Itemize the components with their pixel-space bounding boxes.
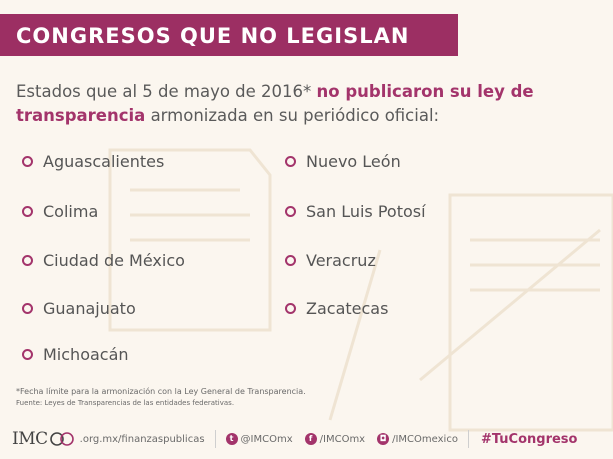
logo-rings-icon: [49, 432, 74, 446]
list-item: Colima: [22, 202, 98, 221]
title-banner: CONGRESOS QUE NO LEGISLAN: [0, 14, 458, 56]
state-name: Colima: [43, 202, 99, 221]
state-name: Michoacán: [43, 345, 129, 364]
bullet-icon: [285, 156, 296, 167]
intro-part1: Estados que al 5 de mayo de 2016*: [16, 82, 317, 101]
bullet-icon: [22, 206, 33, 217]
hashtag-label[interactable]: #TuCongreso: [480, 431, 578, 447]
facebook-link[interactable]: f /IMCOmx: [304, 433, 366, 445]
twitter-link[interactable]: t @IMCOmx: [225, 433, 293, 445]
list-item: Aguascalientes: [22, 152, 164, 171]
state-name: Zacatecas: [306, 299, 389, 318]
intro-highlight: no publicaron su ley de transparencia: [16, 82, 534, 125]
instagram-icon: ◘: [377, 433, 390, 445]
logo-text: IMC: [12, 429, 48, 449]
state-name: Nuevo León: [306, 152, 401, 171]
instagram-link[interactable]: ◘ /IMCOmexico: [377, 433, 458, 445]
list-item: Zacatecas: [285, 299, 388, 318]
list-item: San Luis Potosí: [285, 202, 426, 221]
state-name: Veracruz: [306, 251, 376, 270]
list-item: Veracruz: [285, 251, 376, 270]
bullet-icon: [22, 349, 33, 360]
intro-text: Estados que al 5 de mayo de 2016* no pub…: [16, 80, 601, 128]
footnote-block: *Fecha límite para la armonización con l…: [16, 387, 306, 408]
bullet-icon: [285, 206, 296, 217]
footnote-text: *Fecha límite para la armonización con l…: [16, 387, 306, 396]
imco-logo: IMC: [12, 429, 77, 449]
intro-part2: armonizada en su periódico oficial:: [145, 106, 440, 125]
facebook-icon: f: [304, 433, 317, 445]
twitter-handle: @IMCOmx: [240, 433, 293, 445]
source-text: Fuente: Leyes de Transparencias de las e…: [16, 398, 235, 407]
bullet-icon: [285, 303, 296, 314]
footer-bar: IMC .org.mx/finanzaspublicas t @IMCOmx f…: [0, 419, 613, 459]
divider: [467, 430, 469, 448]
instagram-handle: /IMCOmexico: [392, 433, 458, 445]
bullet-icon: [22, 156, 33, 167]
bullet-icon: [285, 255, 296, 266]
list-item: Michoacán: [22, 345, 129, 364]
site-link[interactable]: .org.mx/finanzaspublicas: [79, 433, 205, 445]
state-name: Ciudad de México: [43, 251, 185, 270]
list-item: Guanajuato: [22, 299, 136, 318]
facebook-handle: /IMCOmx: [319, 433, 366, 445]
bullet-icon: [22, 303, 33, 314]
state-name: San Luis Potosí: [306, 202, 426, 221]
state-name: Guanajuato: [43, 299, 136, 318]
twitter-icon: t: [225, 433, 238, 445]
divider: [214, 430, 216, 448]
state-name: Aguascalientes: [43, 152, 165, 171]
banner-title: CONGRESOS QUE NO LEGISLAN: [16, 24, 410, 48]
bullet-icon: [22, 255, 33, 266]
list-item: Nuevo León: [285, 152, 401, 171]
list-item: Ciudad de México: [22, 251, 185, 270]
